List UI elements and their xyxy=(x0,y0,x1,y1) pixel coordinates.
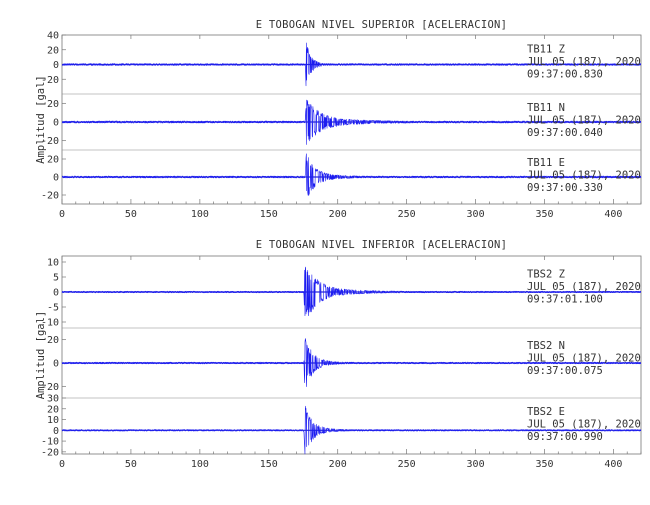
trace-station-label: TB11 Z xyxy=(527,44,565,56)
trace-time-label: 09:37:01.100 xyxy=(527,294,603,306)
trace-date-label: JUL 05 (187), 2020 xyxy=(527,114,641,126)
y-tick-label: 0 xyxy=(53,288,59,299)
y-tick-label: 20 xyxy=(47,99,59,110)
y-tick-label: -20 xyxy=(41,447,59,458)
y-tick-label: 40 xyxy=(47,31,59,42)
y-tick-label: 30 xyxy=(47,394,59,405)
x-tick-label: 250 xyxy=(398,209,416,220)
trace-station-label: TB11 N xyxy=(527,102,565,114)
chart-panel-2: E TOBOGAN NIVEL INFERIOR [ACELERACION] Am… xyxy=(35,239,642,470)
trace-station-label: TBS2 Z xyxy=(527,269,565,281)
y-tick-label: -20 xyxy=(41,382,59,393)
trace-time-label: 09:37:00.330 xyxy=(527,182,603,194)
y-tick-label: 0 xyxy=(53,359,59,370)
trace-date-label: JUL 05 (187), 2020 xyxy=(527,353,641,365)
trace-date-label: JUL 05 (187), 2020 xyxy=(527,281,641,293)
x-tick-label: 200 xyxy=(329,459,347,470)
trace-time-label: 09:37:00.830 xyxy=(527,69,603,81)
x-tick-label: 100 xyxy=(191,209,209,220)
trace-waveform xyxy=(61,99,642,145)
y-tick-label: 10 xyxy=(47,258,59,269)
x-tick-label: 150 xyxy=(260,459,278,470)
y-tick-label: -20 xyxy=(41,191,59,202)
x-tick-label: 200 xyxy=(329,209,347,220)
chart-title: E TOBOGAN NIVEL INFERIOR [ACELERACION] xyxy=(256,239,508,251)
y-tick-label: -10 xyxy=(41,318,59,329)
y-tick-label: 0 xyxy=(53,426,59,437)
trace-station-label: TBS2 E xyxy=(527,406,565,418)
x-tick-label: 50 xyxy=(125,209,137,220)
y-tick-label: 20 xyxy=(47,404,59,415)
trace-station-label: TB11 E xyxy=(527,157,565,169)
x-tick-label: 350 xyxy=(535,209,553,220)
trace-waveform xyxy=(61,42,642,87)
trace-date-label: JUL 05 (187), 2020 xyxy=(527,170,641,182)
chart-title: E TOBOGAN NIVEL SUPERIOR [ACELERACION] xyxy=(256,19,508,31)
y-tick-label: 0 xyxy=(53,173,59,184)
x-tick-label: 300 xyxy=(467,459,485,470)
y-tick-label: 10 xyxy=(47,415,59,426)
trace-waveform xyxy=(61,266,642,317)
y-tick-label: 0 xyxy=(53,60,59,71)
x-tick-label: 250 xyxy=(398,459,416,470)
x-tick-label: 400 xyxy=(604,209,622,220)
trace-waveform xyxy=(61,153,642,196)
trace-date-label: JUL 05 (187), 2020 xyxy=(527,418,641,430)
y-tick-label: 20 xyxy=(47,45,59,56)
x-tick-label: 150 xyxy=(260,209,278,220)
y-tick-label: -20 xyxy=(41,136,59,147)
y-tick-label: 0 xyxy=(53,118,59,129)
y-tick-label: -20 xyxy=(41,75,59,86)
y-tick-label: -10 xyxy=(41,437,59,448)
trace-waveform xyxy=(61,338,642,387)
trace-station-label: TBS2 N xyxy=(527,340,565,352)
y-tick-label: -5 xyxy=(47,303,59,314)
x-tick-label: 100 xyxy=(191,459,209,470)
y-axis-label: Amplitud [gal] xyxy=(35,75,47,164)
x-tick-label: 400 xyxy=(604,459,622,470)
x-tick-label: 0 xyxy=(59,209,65,220)
trace-time-label: 09:37:00.990 xyxy=(527,431,603,443)
x-tick-label: 0 xyxy=(59,459,65,470)
y-axis-label: Amplitud [gal] xyxy=(35,311,47,400)
y-tick-label: 5 xyxy=(53,273,59,284)
x-tick-label: 300 xyxy=(467,209,485,220)
trace-time-label: 09:37:00.075 xyxy=(527,365,603,377)
trace-date-label: JUL 05 (187), 2020 xyxy=(527,56,641,68)
trace-waveform xyxy=(61,405,642,455)
trace-time-label: 09:37:00.040 xyxy=(527,127,603,139)
y-tick-label: 20 xyxy=(47,155,59,166)
chart-panel-1: E TOBOGAN NIVEL SUPERIOR [ACELERACION] Am… xyxy=(35,19,642,220)
x-tick-label: 350 xyxy=(535,459,553,470)
x-tick-label: 50 xyxy=(125,459,137,470)
y-tick-label: 20 xyxy=(47,335,59,346)
